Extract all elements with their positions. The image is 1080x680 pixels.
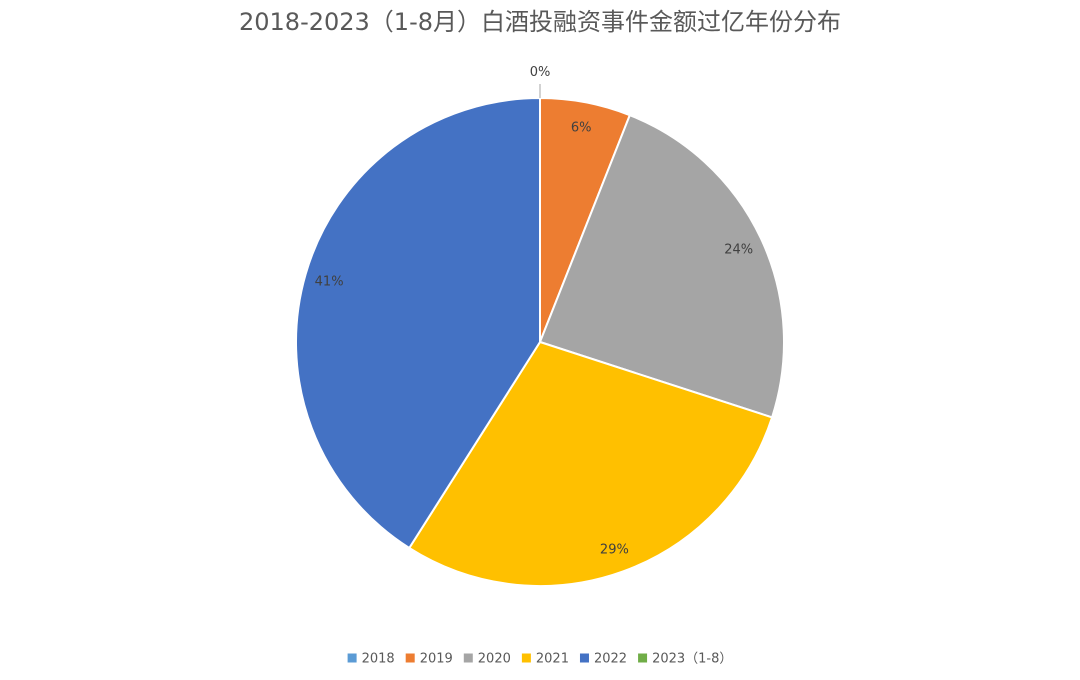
- pie-slices: [295, 96, 785, 587]
- legend-swatch-0: [347, 653, 357, 663]
- legend-item-1: 2019: [405, 652, 453, 667]
- legend-label-2: 2020: [478, 652, 511, 667]
- data-label-3: 29%: [600, 543, 629, 558]
- legend-label-3: 2021: [536, 652, 569, 667]
- legend-swatch-4: [579, 653, 589, 663]
- chart-title: 2018-2023（1-8月）白酒投融资事件金额过亿年份分布: [239, 8, 841, 36]
- pie-data-labels: 0% 6% 24% 29% 41%: [315, 65, 753, 558]
- legend-label-5: 2023（1-8）: [652, 652, 732, 667]
- pie-slice-4: [295, 96, 541, 550]
- legend-swatch-2: [463, 653, 473, 663]
- legend-label-0: 2018: [362, 652, 395, 667]
- legend: 2018 2019 2020 2021 2022 2023（1-8）: [347, 652, 732, 667]
- pie-slice-3: [407, 340, 774, 587]
- legend-item-2: 2020: [463, 652, 511, 667]
- data-label-1: 6%: [571, 120, 592, 135]
- legend-swatch-5: [638, 653, 648, 663]
- data-label-4: 41%: [315, 275, 344, 290]
- legend-item-0: 2018: [347, 652, 395, 667]
- legend-item-3: 2021: [521, 652, 569, 667]
- data-label-0: 0%: [530, 65, 551, 80]
- pie-slice-2: [538, 113, 785, 419]
- legend-label-4: 2022: [594, 652, 627, 667]
- legend-item-4: 2022: [579, 652, 627, 667]
- data-label-2: 24%: [724, 242, 753, 257]
- legend-swatch-3: [521, 653, 531, 663]
- legend-swatch-1: [405, 653, 415, 663]
- legend-label-1: 2019: [420, 652, 453, 667]
- legend-item-5: 2023（1-8）: [638, 652, 732, 667]
